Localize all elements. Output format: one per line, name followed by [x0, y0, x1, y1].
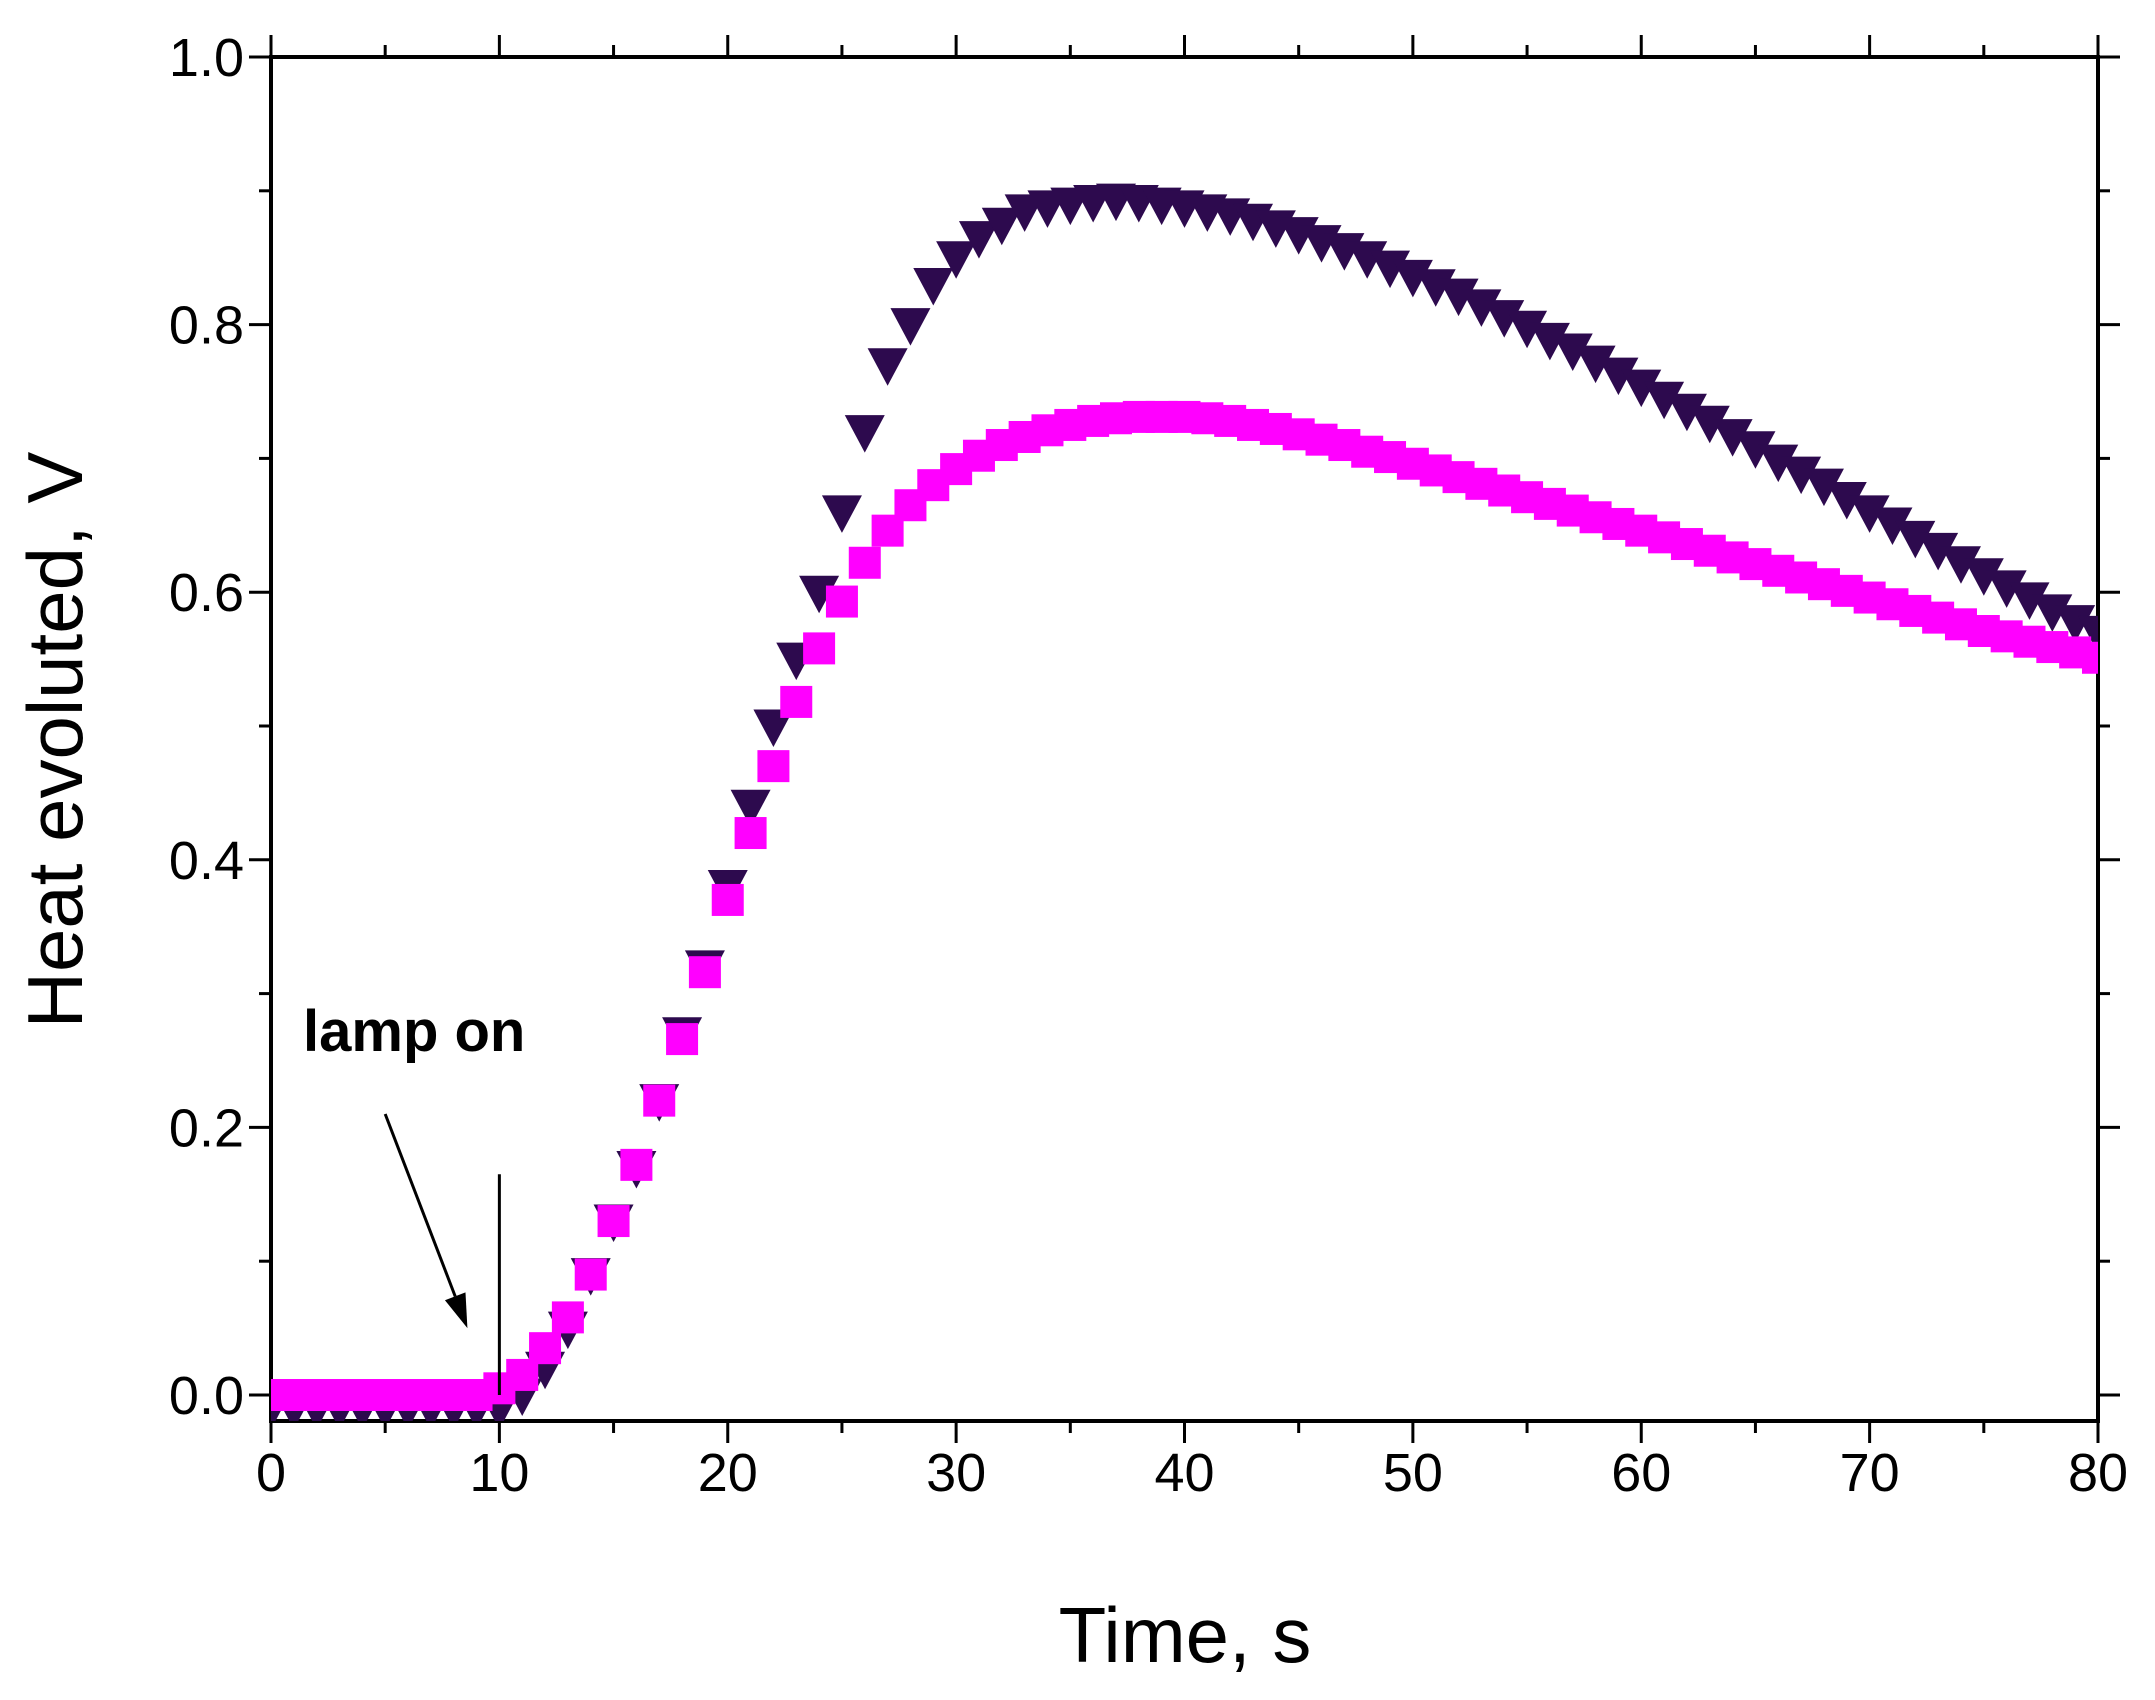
y-tick-label: 0.0 — [169, 1366, 244, 1426]
triangle-point — [1940, 546, 1981, 584]
triangle-point — [1621, 369, 1662, 408]
x-tick-label: 30 — [926, 1443, 986, 1503]
square-point — [597, 1205, 630, 1238]
x-tick-label: 50 — [1383, 1443, 1443, 1503]
y-axis-tick-labels: 0.0 0.2 0.4 0.6 0.8 1.0 — [169, 28, 244, 1426]
lamp-on-arrow-shaft — [383, 1113, 457, 1297]
triangle-point — [821, 495, 862, 533]
triangle-point — [1461, 289, 1502, 327]
y-tick-label: 0.4 — [169, 831, 244, 891]
triangle-point — [799, 575, 840, 614]
triangle-point — [1849, 495, 1890, 533]
triangle-point — [2055, 605, 2096, 643]
triangle-point — [1575, 345, 1616, 384]
triangle-point — [2009, 582, 2050, 620]
square-point — [551, 1301, 584, 1334]
x-tick-label: 0 — [256, 1443, 286, 1503]
triangle-point — [1666, 393, 1707, 432]
triangle-point — [1963, 558, 2004, 596]
triangle-point — [1689, 405, 1730, 444]
series-squares — [271, 400, 2098, 1411]
y-tick-label: 0.6 — [169, 563, 244, 623]
triangle-point — [1735, 431, 1776, 469]
triangle-point — [2032, 594, 2073, 632]
triangle-point — [1529, 322, 1570, 361]
triangle-point — [981, 207, 1022, 246]
triangle-point — [753, 709, 794, 747]
y-axis-title: Heat evoluted, V — [11, 452, 99, 1029]
triangle-point — [1598, 357, 1639, 396]
square-point — [2082, 641, 2098, 674]
triangle-point — [890, 308, 931, 346]
y-tick-label: 0.8 — [169, 296, 244, 356]
series-triangles — [271, 183, 2098, 1421]
lamp-on-arrow-head — [444, 1292, 468, 1329]
axis-ticks — [249, 35, 2120, 1443]
square-point — [529, 1332, 562, 1365]
x-axis-title: Time, s — [1059, 1591, 1312, 1679]
square-point — [757, 750, 790, 783]
triangle-point — [1986, 570, 2027, 608]
square-point — [688, 956, 721, 989]
triangle-point — [867, 348, 908, 386]
y-tick-label: 1.0 — [169, 28, 244, 88]
lamp-on-annotation: lamp on — [303, 999, 525, 1395]
lamp-on-label: lamp on — [303, 999, 525, 1064]
square-point — [574, 1258, 607, 1291]
triangle-point — [1918, 532, 1959, 571]
square-point — [734, 817, 767, 850]
triangle-point — [1826, 482, 1867, 520]
triangle-point — [1712, 419, 1753, 457]
square-point — [711, 883, 744, 916]
square-point — [506, 1358, 539, 1391]
triangle-point — [1781, 456, 1822, 495]
triangle-point — [844, 415, 885, 453]
x-tick-label: 70 — [1840, 1443, 1900, 1503]
triangle-point — [1803, 468, 1844, 507]
x-tick-label: 60 — [1611, 1443, 1671, 1503]
triangle-point — [1644, 381, 1685, 420]
x-axis-tick-labels: 0 10 20 30 40 50 60 70 80 — [256, 1443, 2128, 1503]
triangle-point — [913, 267, 954, 306]
square-point — [825, 585, 858, 618]
square-point — [780, 685, 813, 718]
triangle-point — [958, 221, 999, 259]
y-tick-label: 0.2 — [169, 1098, 244, 1158]
triangle-point — [1872, 507, 1913, 545]
square-point — [848, 546, 881, 579]
square-point — [620, 1148, 653, 1181]
x-tick-label: 20 — [698, 1443, 758, 1503]
square-point — [803, 632, 836, 665]
x-tick-label: 40 — [1154, 1443, 1214, 1503]
triangle-point — [1758, 444, 1799, 483]
triangle-point — [936, 241, 977, 279]
triangle-point — [1552, 333, 1593, 372]
x-tick-label: 10 — [469, 1443, 529, 1503]
triangle-point — [730, 789, 771, 828]
square-point — [643, 1084, 676, 1117]
triangle-point — [1438, 278, 1479, 317]
x-tick-label: 80 — [2068, 1443, 2128, 1503]
triangle-point — [1507, 310, 1548, 349]
triangle-point — [1484, 300, 1525, 338]
triangle-point — [1895, 520, 1936, 559]
plot-area-frame — [269, 55, 2100, 1423]
square-point — [666, 1023, 699, 1056]
